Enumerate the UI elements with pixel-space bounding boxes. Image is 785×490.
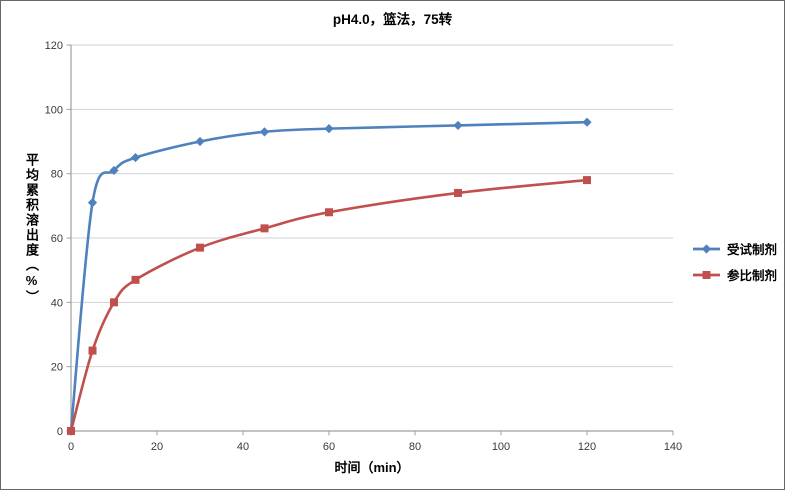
- svg-text:120: 120: [45, 40, 63, 52]
- svg-text:100: 100: [45, 104, 63, 116]
- legend-item-reference: 参比制剂: [692, 265, 777, 284]
- legend-label-reference: 参比制剂: [727, 269, 778, 283]
- legend: 受试制剂 参比制剂: [692, 239, 777, 284]
- legend-swatch-test-series-icon: [693, 243, 720, 254]
- svg-text:100: 100: [492, 441, 510, 453]
- svg-text:60: 60: [51, 233, 63, 245]
- legend-item-test: 受试制剂: [692, 239, 777, 258]
- svg-text:40: 40: [51, 297, 63, 309]
- svg-text:80: 80: [409, 441, 421, 453]
- svg-text:0: 0: [68, 441, 74, 453]
- legend-swatch-reference-series-icon: [693, 270, 720, 279]
- svg-text:20: 20: [151, 441, 163, 453]
- x-axis-title: 时间（min）: [334, 460, 410, 475]
- chart-title: pH4.0，篮法，75转: [332, 12, 453, 27]
- svg-text:20: 20: [51, 362, 63, 374]
- svg-text:0: 0: [57, 426, 63, 438]
- legend-label-test: 受试制剂: [727, 243, 778, 257]
- svg-text:40: 40: [237, 441, 249, 453]
- svg-text:80: 80: [51, 169, 63, 181]
- svg-text:140: 140: [664, 441, 682, 453]
- y-axis-title: 平均累积溶出度（%）: [24, 153, 39, 305]
- svg-text:60: 60: [323, 441, 335, 453]
- svg-text:120: 120: [578, 441, 596, 453]
